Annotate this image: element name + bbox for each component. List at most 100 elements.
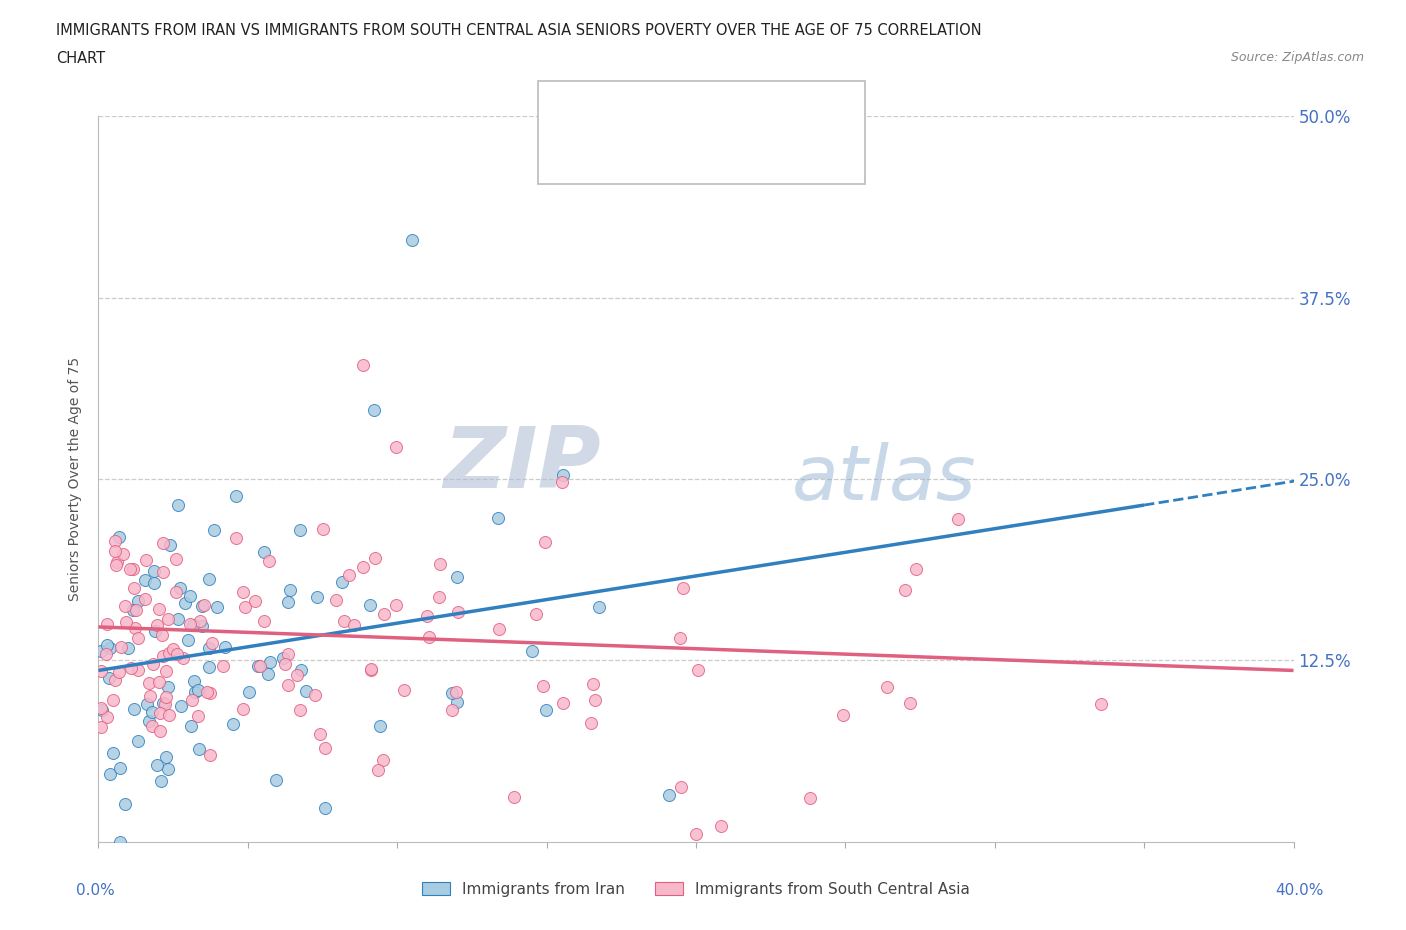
Point [553, 468, 575, 483]
Point [98, 766, 121, 781]
Point [309, 726, 332, 741]
Point [121, 602, 143, 617]
Point [441, 685, 464, 700]
Point [191, 618, 214, 633]
Point [157, 707, 180, 722]
Text: R =: R = [609, 99, 644, 117]
Point [148, 674, 170, 689]
Point [200, 748, 222, 763]
Point [266, 773, 288, 788]
Text: 0.0%: 0.0% [76, 884, 115, 898]
Point [444, 685, 467, 700]
Point [167, 612, 190, 627]
Point [352, 358, 374, 373]
Point [105, 557, 128, 572]
Text: N =: N = [737, 147, 773, 165]
Point [524, 606, 547, 621]
Point [330, 574, 353, 589]
Point [274, 657, 297, 671]
Point [225, 488, 247, 503]
Text: 0.325: 0.325 [652, 99, 700, 117]
Point [304, 688, 326, 703]
Point [181, 618, 204, 632]
Point [96, 638, 118, 653]
Point [193, 598, 215, 613]
Point [179, 617, 201, 631]
Point [90, 644, 112, 658]
Point [122, 581, 145, 596]
Point [96, 617, 118, 631]
Point [503, 790, 526, 804]
Point [155, 750, 177, 764]
Point [165, 551, 187, 566]
Point [831, 708, 853, 723]
Point [290, 663, 312, 678]
Point [280, 582, 302, 597]
Point [155, 697, 177, 711]
Point [155, 664, 177, 679]
Point [536, 703, 558, 718]
Point [352, 560, 374, 575]
Point [249, 658, 271, 673]
Point [288, 702, 311, 717]
Point [252, 545, 274, 560]
Point [201, 636, 224, 651]
Point [401, 232, 423, 247]
FancyBboxPatch shape [551, 88, 595, 127]
Point [103, 533, 125, 548]
Point [142, 657, 165, 671]
Point [143, 624, 166, 639]
Point [314, 801, 336, 816]
Point [198, 685, 221, 700]
Point [364, 551, 387, 565]
Y-axis label: Seniors Poverty Over the Age of 75: Seniors Poverty Over the Age of 75 [69, 357, 83, 601]
Point [373, 606, 395, 621]
Point [166, 646, 188, 661]
Point [332, 614, 354, 629]
Point [112, 547, 135, 562]
Point [155, 689, 177, 704]
Point [184, 684, 207, 699]
Point [173, 595, 195, 610]
Text: R =: R = [609, 147, 644, 165]
Point [685, 827, 707, 842]
Point [686, 662, 709, 677]
Point [583, 692, 606, 707]
Point [238, 684, 260, 699]
Point [710, 818, 733, 833]
Text: N =: N = [737, 99, 773, 117]
Point [257, 666, 280, 681]
Point [418, 630, 440, 644]
Point [232, 585, 254, 600]
Point [385, 598, 408, 613]
Point [108, 664, 131, 679]
Point [243, 593, 266, 608]
Point [101, 746, 124, 761]
Point [579, 715, 602, 730]
Point [1090, 697, 1112, 711]
Text: -0.110: -0.110 [652, 147, 706, 165]
Point [120, 562, 142, 577]
Point [415, 608, 437, 623]
Point [146, 618, 169, 632]
Point [325, 592, 347, 607]
Point [195, 684, 218, 699]
Point [105, 555, 128, 570]
Point [257, 553, 280, 568]
Point [368, 719, 391, 734]
Point [198, 641, 221, 656]
Point [876, 679, 898, 694]
Point [110, 640, 132, 655]
Point [277, 678, 299, 693]
Point [447, 604, 470, 619]
Point [898, 695, 921, 710]
Point [672, 580, 695, 595]
Legend: Immigrants from Iran, Immigrants from South Central Asia: Immigrants from Iran, Immigrants from So… [416, 876, 976, 903]
Point [127, 733, 149, 748]
Point [799, 790, 821, 805]
Point [657, 788, 679, 803]
Point [211, 659, 233, 674]
Point [90, 663, 112, 678]
Point [120, 660, 142, 675]
Point [314, 740, 336, 755]
